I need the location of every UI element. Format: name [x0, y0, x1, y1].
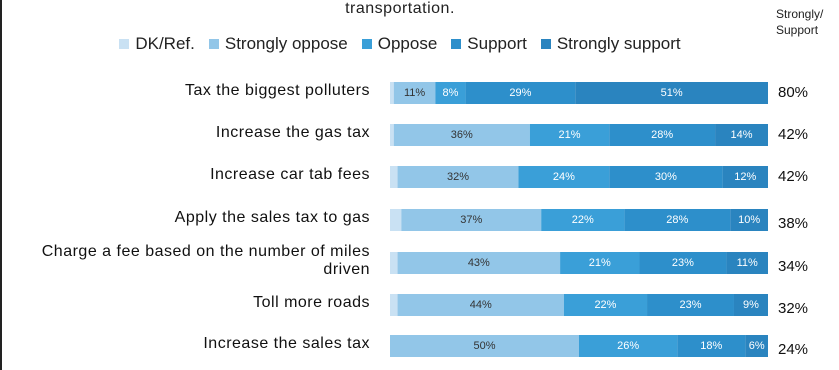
total-label: 32%: [778, 300, 809, 317]
data-label: 6%: [749, 340, 765, 352]
data-label: 11%: [737, 257, 758, 269]
data-label: 21%: [559, 129, 581, 141]
bar-segment: [647, 294, 734, 316]
legend-swatch: [119, 39, 130, 49]
total-label: 34%: [778, 258, 809, 275]
total-label: 42%: [778, 126, 809, 143]
bar-segment: [715, 124, 768, 146]
data-label: 23%: [679, 299, 701, 311]
data-label: 43%: [468, 257, 490, 269]
bar-segment: [397, 252, 561, 274]
bar-segment: [393, 124, 530, 146]
bar-segment: [465, 82, 576, 104]
totals-title: Strongly/ Support: [776, 7, 824, 37]
data-label: 28%: [651, 129, 673, 141]
data-label: 24%: [553, 171, 575, 183]
total-label: 38%: [778, 215, 809, 232]
bar-segment: [390, 209, 402, 231]
legend-swatch: [540, 39, 551, 49]
legend-swatch: [208, 39, 219, 49]
bar-segment: [722, 166, 768, 188]
data-label: 11%: [404, 87, 425, 99]
legend-item: Support: [451, 34, 527, 54]
category-label: Charge a fee based on the number of mile…: [41, 243, 370, 278]
bar-segment: [745, 335, 768, 357]
category-label: Apply the sales tax to gas: [174, 209, 370, 226]
legend-item: DK/Ref.: [119, 34, 195, 54]
legend-swatch: [451, 39, 462, 49]
legend: DK/Ref. Strongly oppose Oppose Support Stron…: [40, 34, 760, 54]
data-label: 44%: [470, 299, 492, 311]
data-label: 12%: [734, 171, 756, 183]
legend-label: Oppose: [377, 34, 438, 53]
legend-item: Strongly support: [540, 34, 681, 54]
data-label: 51%: [661, 87, 683, 99]
legend-label: Support: [467, 34, 527, 53]
legend-swatch: [361, 39, 372, 49]
data-label: 37%: [460, 214, 482, 226]
bar-segment: [518, 166, 610, 188]
data-label: 8%: [443, 87, 459, 99]
data-label: 22%: [594, 299, 616, 311]
legend-label: Strongly support: [556, 34, 681, 53]
bar-segment: [390, 294, 398, 316]
data-label: 22%: [572, 214, 594, 226]
data-label: 10%: [738, 214, 760, 226]
legend-item: Strongly oppose: [208, 34, 348, 54]
data-label: 50%: [473, 340, 495, 352]
data-label: 14%: [731, 129, 753, 141]
chart-title: transportation.: [345, 0, 455, 17]
bar-segment: [579, 335, 678, 357]
data-label: 32%: [447, 171, 469, 183]
data-label: 29%: [509, 87, 531, 99]
bar-segment: [733, 294, 768, 316]
bar-segment: [393, 82, 436, 104]
data-label: 26%: [617, 340, 639, 352]
bar-segment: [401, 209, 542, 231]
data-label: 30%: [655, 171, 677, 183]
data-label: 28%: [666, 214, 688, 226]
data-label: 21%: [589, 257, 611, 269]
category-label: Increase the gas tax: [215, 124, 370, 141]
data-label: 23%: [672, 257, 694, 269]
category-label: Toll more roads: [253, 294, 370, 311]
legend-label: DK/Ref.: [135, 34, 195, 53]
bar-segment: [639, 252, 727, 274]
total-label: 42%: [778, 168, 809, 185]
total-label: 80%: [778, 84, 809, 101]
bar-segment: [390, 82, 394, 104]
data-label: 36%: [451, 129, 473, 141]
bar-segment: [563, 294, 648, 316]
bar-segment: [390, 124, 394, 146]
bar-segment: [609, 124, 716, 146]
bar-segment: [624, 209, 731, 231]
data-label: 18%: [700, 340, 722, 352]
bar-segment: [609, 166, 723, 188]
data-label: 9%: [743, 299, 759, 311]
bar-segment: [390, 166, 398, 188]
bar-segment: [730, 209, 768, 231]
bar-segment: [575, 82, 768, 104]
bar-segment: [677, 335, 746, 357]
bar-segment: [390, 252, 398, 274]
legend-label: Strongly oppose: [224, 34, 348, 53]
bar-segment: [529, 124, 610, 146]
bar-segment: [560, 252, 640, 274]
bar-segment: [390, 335, 579, 357]
bar-segment: [397, 166, 519, 188]
bar-segment: [541, 209, 625, 231]
bar-segment: [397, 294, 564, 316]
legend-item: Oppose: [361, 34, 438, 54]
total-label: 24%: [778, 341, 809, 358]
category-label: Increase car tab fees: [210, 166, 370, 183]
category-label: Tax the biggest polluters: [184, 82, 370, 99]
category-label: Increase the sales tax: [203, 335, 370, 352]
bar-segment: [726, 252, 768, 274]
bar-segment: [435, 82, 466, 104]
